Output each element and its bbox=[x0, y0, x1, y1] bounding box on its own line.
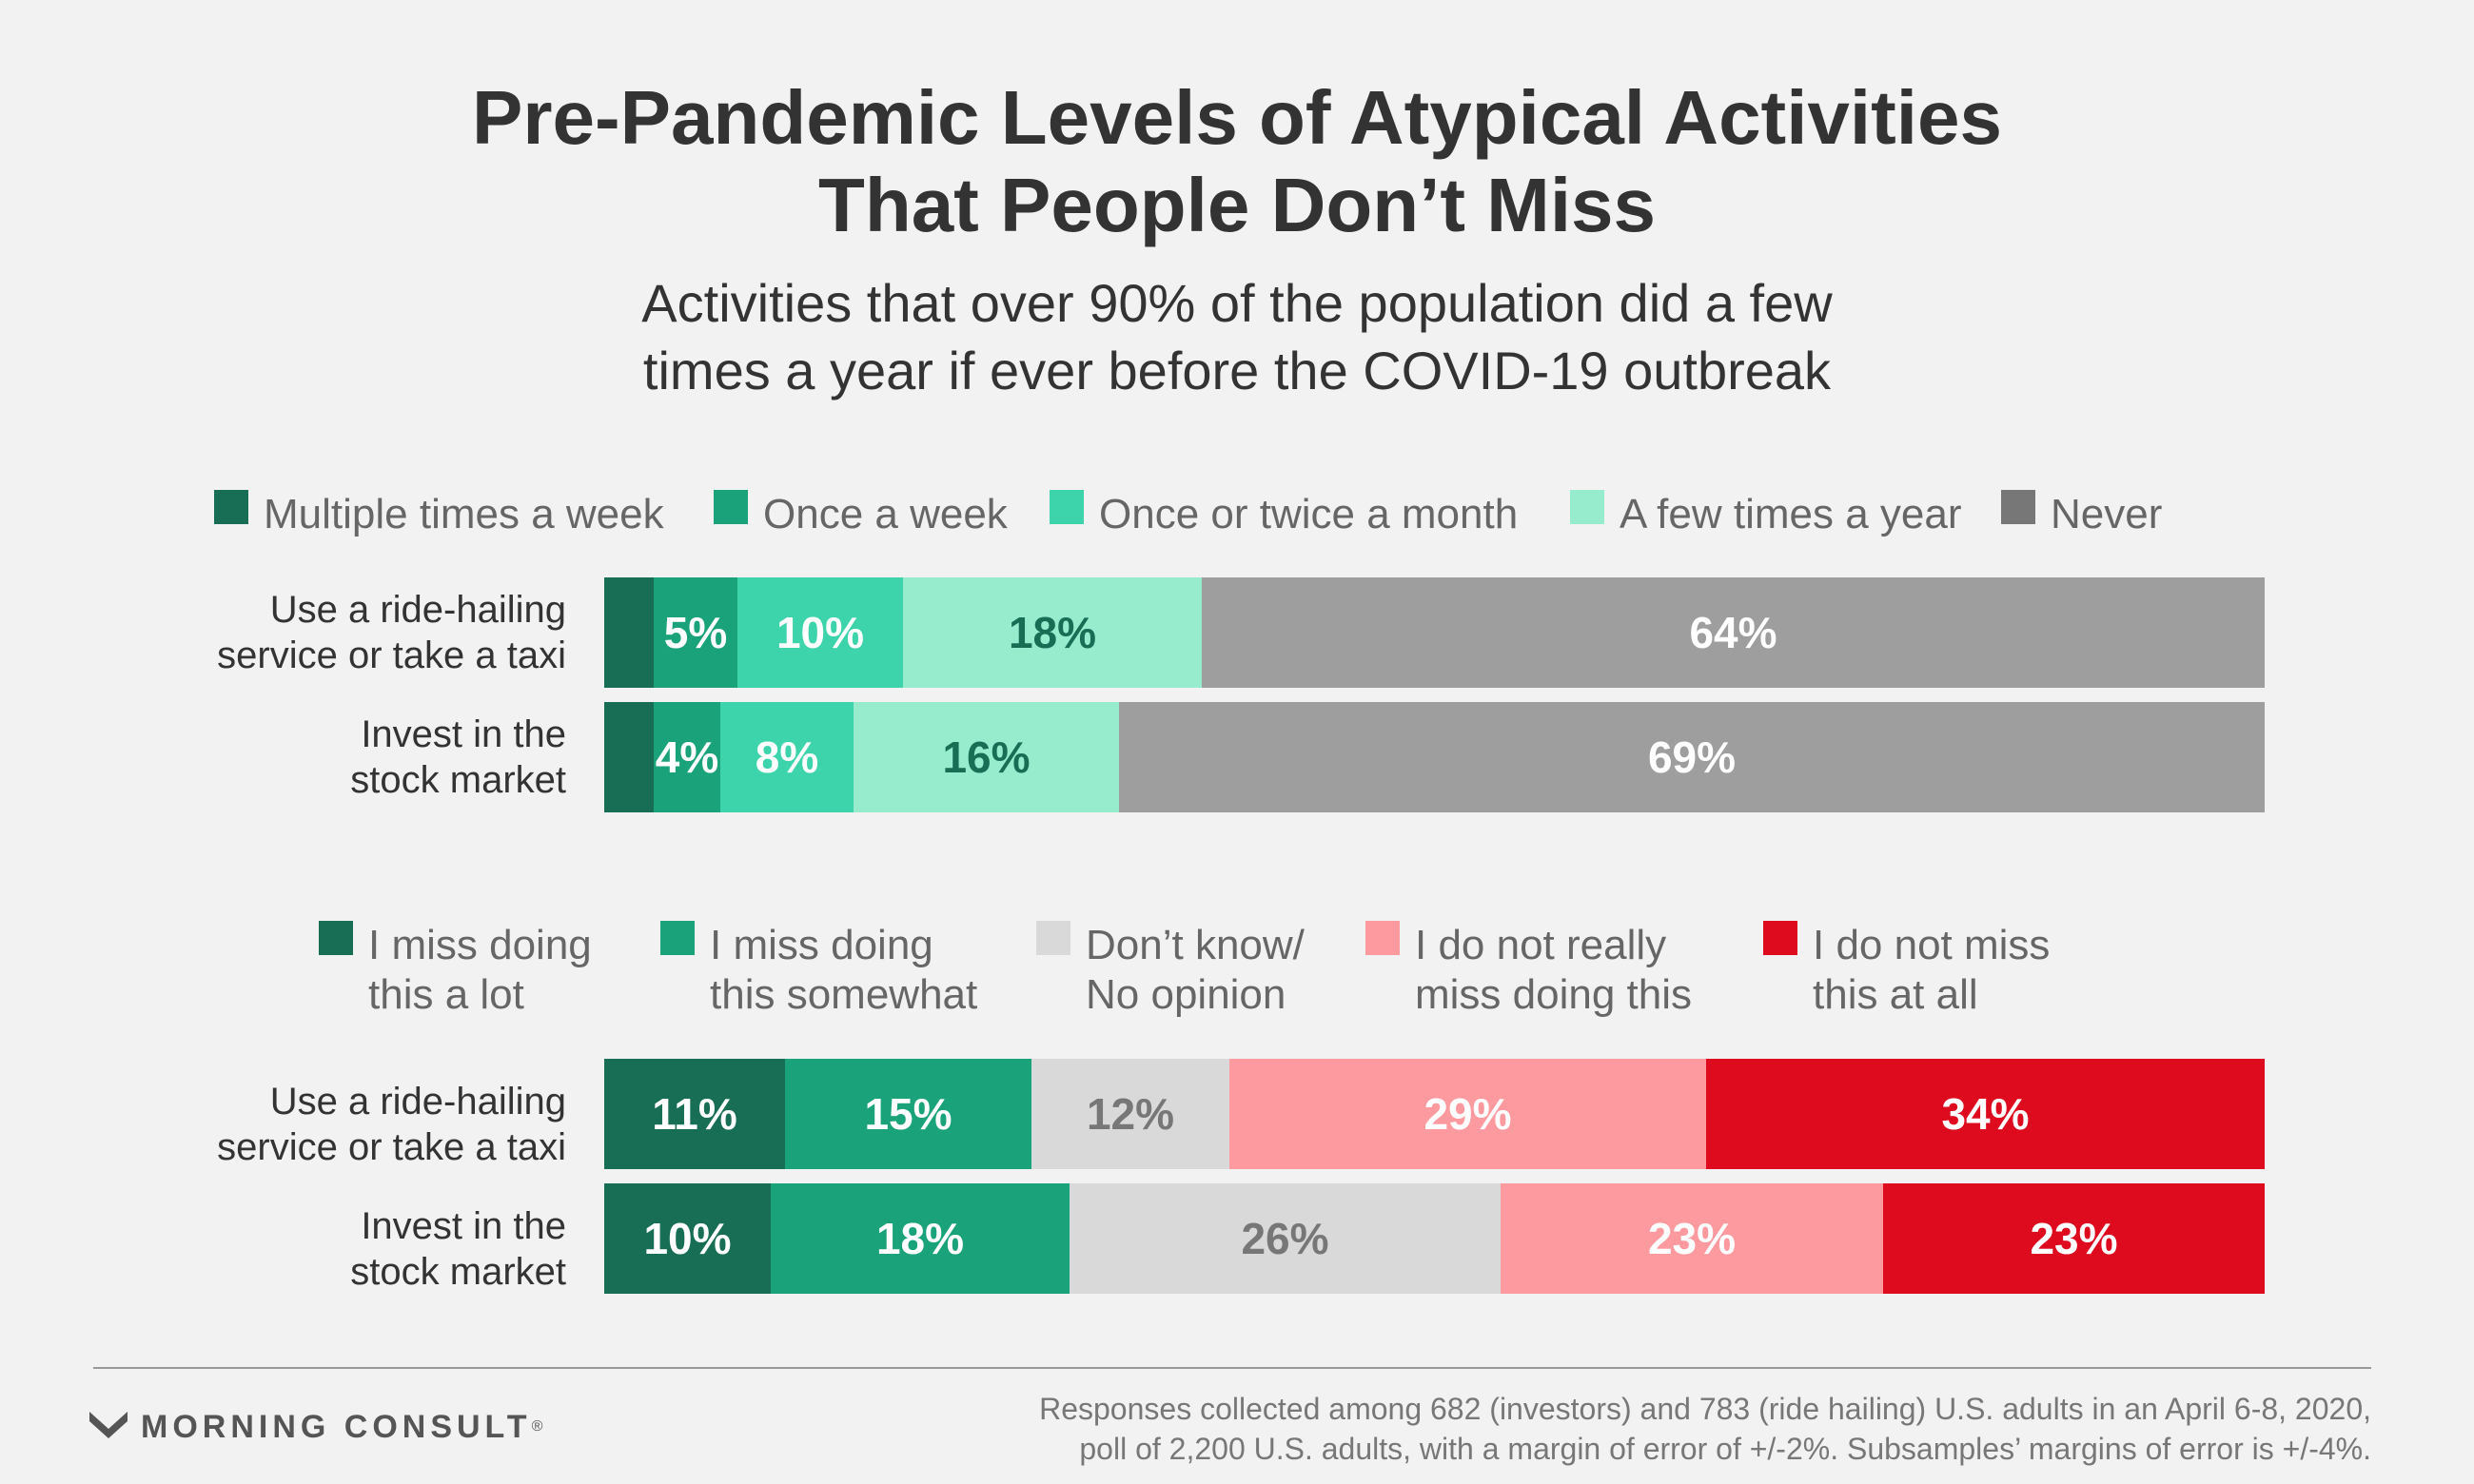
data-label: 64% bbox=[1689, 608, 1777, 657]
bar-segment: 8% bbox=[720, 702, 854, 812]
legend-swatch bbox=[214, 490, 248, 524]
registered-mark: ® bbox=[531, 1418, 543, 1435]
data-label: 16% bbox=[942, 732, 1031, 782]
legend-item: I miss doing this a lot bbox=[319, 921, 592, 1020]
legend-item: Never bbox=[2001, 490, 2162, 539]
bar-segment: 64% bbox=[1202, 577, 2265, 688]
bar-segment bbox=[604, 577, 654, 688]
footnote: Responses collected among 682 (investors… bbox=[1039, 1392, 2371, 1466]
stacked-bar: 11% 15% 12% 29% 34% bbox=[604, 1059, 2265, 1169]
legend-swatch bbox=[319, 921, 353, 955]
legend-swatch bbox=[1050, 490, 1084, 524]
legend-label: I do not really miss doing this bbox=[1415, 922, 1693, 1018]
bar-segment: 4% bbox=[654, 702, 720, 812]
bar-segment: 15% bbox=[785, 1059, 1031, 1169]
data-label: 23% bbox=[1647, 1214, 1737, 1263]
legend-item: I do not really miss doing this bbox=[1365, 921, 1692, 1020]
data-label: 15% bbox=[864, 1089, 952, 1139]
bar-segment bbox=[604, 702, 654, 812]
legend-label: Multiple times a week bbox=[264, 491, 664, 537]
bar-segment: 18% bbox=[903, 577, 1202, 688]
data-label: 4% bbox=[655, 732, 719, 782]
logo-text: MORNING CONSULT bbox=[141, 1408, 532, 1445]
legend-label: I miss doing this somewhat bbox=[710, 922, 978, 1018]
bar-segment: 29% bbox=[1229, 1059, 1706, 1169]
legend-label: Once a week bbox=[763, 491, 1008, 537]
data-label: 10% bbox=[643, 1214, 732, 1263]
bar-segment: 26% bbox=[1070, 1183, 1501, 1294]
morning-consult-logo: MORNING CONSULT ® bbox=[88, 1408, 542, 1446]
legend-label: I miss doing this a lot bbox=[368, 922, 592, 1018]
data-label: 34% bbox=[1941, 1089, 2030, 1139]
legend-label: Don’t know/ No opinion bbox=[1086, 922, 1305, 1018]
row-label: Invest in the stock market bbox=[350, 1205, 566, 1293]
legend-item: Multiple times a week bbox=[214, 490, 664, 539]
title-line-2: That People Don’t Miss bbox=[817, 163, 1657, 247]
legend-swatch bbox=[1365, 921, 1400, 955]
legend-swatch bbox=[714, 490, 748, 524]
data-label: 18% bbox=[1008, 608, 1097, 657]
data-label: 18% bbox=[875, 1214, 965, 1263]
bar-segment: 69% bbox=[1119, 702, 2265, 812]
legend-label: Once or twice a month bbox=[1099, 491, 1519, 537]
bar-segment: 5% bbox=[654, 577, 737, 688]
legend-item: I miss doing this somewhat bbox=[660, 921, 977, 1020]
bar-segment: 10% bbox=[737, 577, 903, 688]
bar-segment: 11% bbox=[604, 1059, 785, 1169]
legend-item: I do not miss this at all bbox=[1763, 921, 2050, 1020]
morning-consult-m-icon bbox=[89, 1412, 128, 1438]
legend-item: A few times a year bbox=[1570, 490, 1961, 539]
bar-segment: 23% bbox=[1501, 1183, 1883, 1294]
legend-item: Once a week bbox=[714, 490, 1008, 539]
data-label: 8% bbox=[755, 732, 819, 782]
data-label: 69% bbox=[1647, 732, 1737, 782]
legend-label: Never bbox=[2051, 491, 2163, 537]
bar-segment: 34% bbox=[1706, 1059, 2265, 1169]
row-label: Invest in the stock market bbox=[350, 713, 566, 801]
data-label: 23% bbox=[2030, 1214, 2118, 1263]
data-label: 11% bbox=[652, 1089, 737, 1139]
data-label: 10% bbox=[776, 608, 865, 657]
legend-item: Once or twice a month bbox=[1050, 490, 1518, 539]
legend-swatch bbox=[1763, 921, 1797, 955]
legend-swatch bbox=[1036, 921, 1070, 955]
footer-divider bbox=[93, 1367, 2371, 1369]
chart-title: Pre-Pandemic Levels of Atypical Activiti… bbox=[0, 74, 2474, 249]
legend-swatch bbox=[660, 921, 695, 955]
legend-label: A few times a year bbox=[1620, 491, 1962, 537]
chart-subtitle: Activities that over 90% of the populati… bbox=[0, 269, 2474, 404]
legend-swatch bbox=[2001, 490, 2035, 524]
legend-label: I do not miss this at all bbox=[1813, 922, 2051, 1018]
legend-item: Don’t know/ No opinion bbox=[1036, 921, 1305, 1020]
row-label: Use a ride-hailing service or take a tax… bbox=[217, 1081, 566, 1168]
title-line-1: Pre-Pandemic Levels of Atypical Activiti… bbox=[471, 75, 2002, 160]
row-label: Use a ride-hailing service or take a tax… bbox=[217, 589, 566, 676]
legend-swatch bbox=[1570, 490, 1604, 524]
data-label: 29% bbox=[1424, 1089, 1512, 1139]
bar-segment: 23% bbox=[1883, 1183, 2265, 1294]
data-label: 12% bbox=[1086, 1089, 1175, 1139]
data-label: 26% bbox=[1241, 1214, 1329, 1263]
bar-segment: 18% bbox=[771, 1183, 1070, 1294]
data-label: 5% bbox=[663, 608, 728, 657]
subtitle-line-1: Activities that over 90% of the populati… bbox=[641, 273, 1833, 333]
stacked-bar: 4% 8% 16% 69% bbox=[604, 702, 2265, 812]
bar-segment: 12% bbox=[1031, 1059, 1229, 1169]
stacked-bar: 10% 18% 26% 23% 23% bbox=[604, 1183, 2265, 1294]
subtitle-line-2: times a year if ever before the COVID-19… bbox=[642, 341, 1832, 400]
bar-segment: 16% bbox=[854, 702, 1119, 812]
bar-segment: 10% bbox=[604, 1183, 771, 1294]
stacked-bar: 5% 10% 18% 64% bbox=[604, 577, 2265, 688]
